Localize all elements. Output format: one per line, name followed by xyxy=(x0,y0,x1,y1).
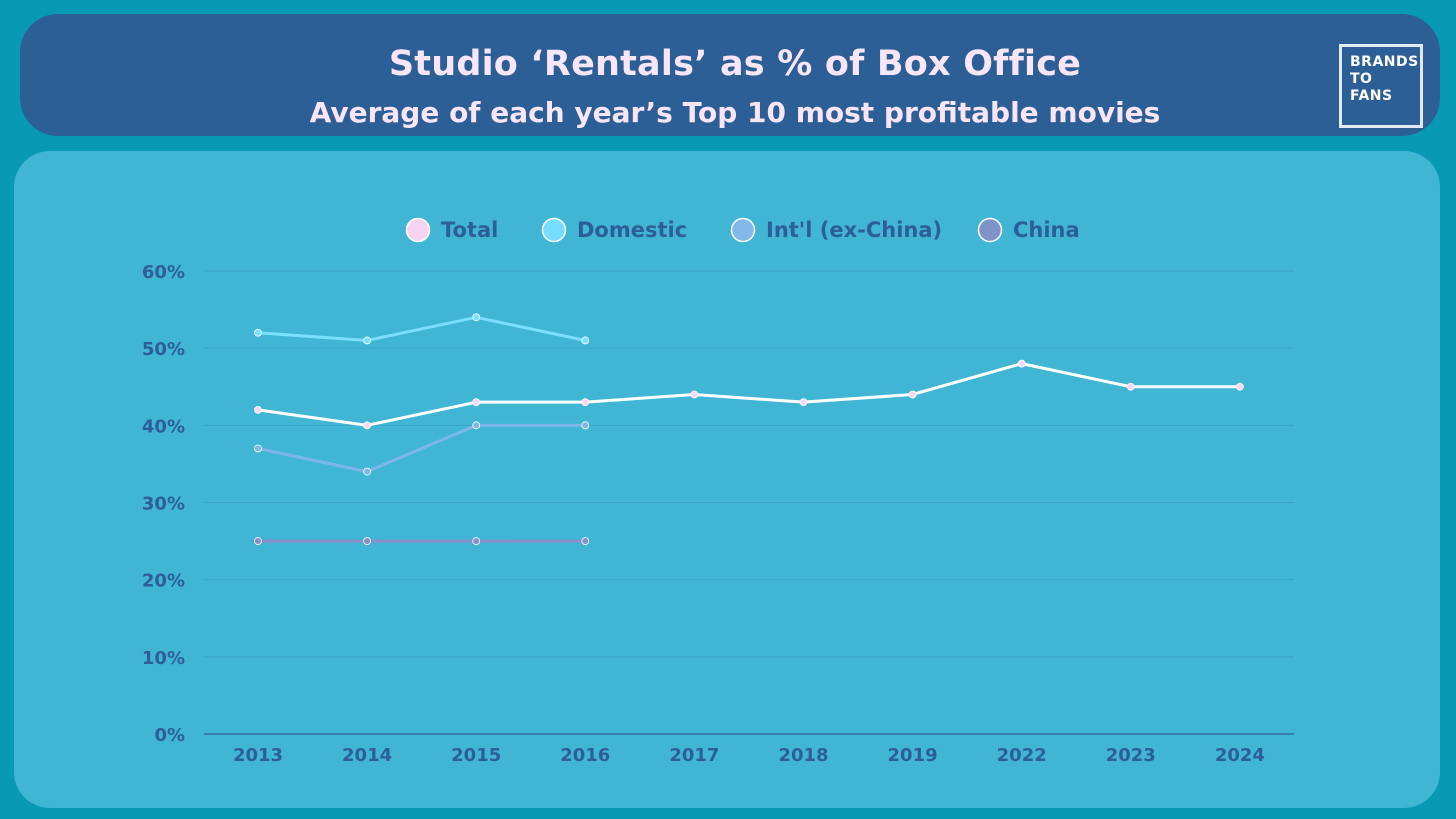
data-point xyxy=(254,444,262,453)
data-point xyxy=(581,336,590,345)
header-banner: Studio ‘Rentals’ as % of Box Office Aver… xyxy=(20,14,1440,136)
data-point xyxy=(581,421,590,430)
y-tick-label: 10% xyxy=(142,648,185,669)
chart-title: Studio ‘Rentals’ as % of Box Office xyxy=(388,44,1082,84)
y-tick-label: 40% xyxy=(142,416,185,437)
legend-marker xyxy=(541,217,567,243)
y-tick-label: 0% xyxy=(154,725,185,746)
data-point xyxy=(472,537,481,545)
legend-marker xyxy=(730,217,756,243)
x-tick-label: 2019 xyxy=(888,745,938,766)
data-point xyxy=(363,421,372,430)
x-tick-label: 2022 xyxy=(997,745,1047,766)
series-line-domestic xyxy=(256,315,587,342)
data-point xyxy=(363,467,372,476)
data-point xyxy=(581,537,590,545)
y-tick-label: 50% xyxy=(142,339,185,360)
data-point xyxy=(363,537,372,545)
data-point xyxy=(1236,382,1244,391)
x-tick-label: 2024 xyxy=(1215,745,1265,766)
data-point xyxy=(472,313,481,322)
legend-marker xyxy=(977,217,1003,243)
legend-label: China xyxy=(1013,218,1080,242)
data-point xyxy=(908,390,917,399)
x-tick-label: 2014 xyxy=(342,745,392,766)
data-point xyxy=(799,398,808,407)
legend-label: Int'l (ex-China) xyxy=(766,218,942,242)
x-tick-label: 2016 xyxy=(560,745,610,766)
data-point xyxy=(1126,382,1135,391)
y-tick-label: 20% xyxy=(142,571,185,592)
data-point xyxy=(254,405,262,414)
logo-line-2: TO xyxy=(1350,71,1373,87)
x-tick-label: 2015 xyxy=(451,745,501,766)
data-point xyxy=(254,537,262,545)
data-point xyxy=(254,328,262,337)
chart-panel xyxy=(14,151,1440,808)
logo-line-1: BRANDS xyxy=(1350,54,1419,70)
series-line-int-l-ex-china- xyxy=(256,423,587,474)
chart-subtitle: Average of each year’s Top 10 most profi… xyxy=(309,96,1161,129)
x-tick-label: 2013 xyxy=(233,745,283,766)
x-tick-label: 2017 xyxy=(669,745,719,766)
data-point xyxy=(1017,359,1026,368)
legend-marker xyxy=(405,217,431,243)
y-tick-label: 30% xyxy=(142,494,185,515)
data-point xyxy=(581,398,590,407)
data-point xyxy=(690,390,699,399)
legend-label: Total xyxy=(441,218,498,242)
x-tick-label: 2018 xyxy=(778,745,828,766)
data-point xyxy=(472,421,481,430)
x-tick-label: 2023 xyxy=(1106,745,1156,766)
y-tick-label: 60% xyxy=(142,262,185,283)
series-line-total xyxy=(256,362,1242,427)
data-point xyxy=(363,336,372,345)
brands-to-fans-logo: BRANDS TO FANS xyxy=(1339,44,1423,128)
data-point xyxy=(472,398,481,407)
logo-line-3: FANS xyxy=(1350,88,1393,104)
legend-label: Domestic xyxy=(577,218,687,242)
